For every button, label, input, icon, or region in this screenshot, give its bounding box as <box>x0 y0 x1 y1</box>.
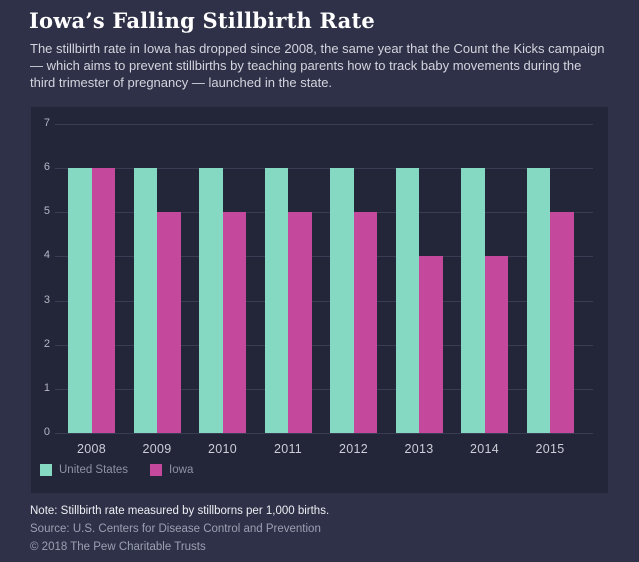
legend-label-united-states: United States <box>59 464 129 476</box>
x-tick-label-2011: 2011 <box>273 442 303 456</box>
legend-label-iowa: Iowa <box>169 464 194 476</box>
gridline-0 <box>55 433 593 434</box>
bar-iowa-2012 <box>353 212 377 433</box>
bar-united-states-2010 <box>199 168 223 433</box>
y-tick-label-5: 5 <box>43 205 50 218</box>
legend-swatch-united-states <box>40 464 52 476</box>
gridline-5 <box>55 212 593 214</box>
bar-united-states-2011 <box>264 168 288 433</box>
x-tick-label-2010: 2010 <box>207 442 237 456</box>
y-tick-label-7: 7 <box>43 117 50 130</box>
x-tick-label-2014: 2014 <box>469 442 499 456</box>
bar-iowa-2014 <box>484 256 508 433</box>
gridline-2 <box>55 344 593 346</box>
bar-united-states-2012 <box>330 168 354 433</box>
x-tick-label-2013: 2013 <box>404 442 434 456</box>
y-tick-label-0: 0 <box>43 426 50 438</box>
bar-united-states-2015 <box>526 168 550 433</box>
bar-iowa-2010 <box>222 212 246 433</box>
gridline-1 <box>55 388 593 390</box>
bar-united-states-2009 <box>133 168 157 433</box>
gridline-7 <box>55 124 593 126</box>
bar-iowa-2009 <box>157 212 181 433</box>
x-tick-label-2012: 2012 <box>338 442 368 456</box>
footer-note: Note: Stillbirth rate measured by stillb… <box>30 505 330 517</box>
footer-source: Source: U.S. Centers for Disease Control… <box>30 523 321 535</box>
y-tick-label-2: 2 <box>43 337 50 350</box>
legend-item-united-states: United States <box>40 464 128 476</box>
bar-iowa-2013 <box>419 256 443 433</box>
page-subtitle: The stillbirth rate in Iowa has dropped … <box>30 41 605 90</box>
gridline-6 <box>55 168 593 170</box>
bar-iowa-2015 <box>550 212 574 433</box>
gridline-3 <box>55 300 593 302</box>
x-tick-label-2009: 2009 <box>142 442 172 456</box>
x-tick-label-2008: 2008 <box>76 442 106 456</box>
y-tick-label-1: 1 <box>43 381 50 394</box>
bar-united-states-2014 <box>461 168 485 433</box>
legend-item-iowa: Iowa <box>150 464 193 476</box>
bar-united-states-2008 <box>68 168 92 433</box>
legend-swatch-iowa <box>150 464 163 476</box>
bar-iowa-2008 <box>91 168 115 433</box>
bar-iowa-2011 <box>288 212 312 433</box>
chart-panel: 0 1 2 3 4 5 6 7 2008 2009 2010 2011 2012 2013 2014 201… <box>31 107 608 493</box>
y-tick-label-6: 6 <box>43 161 50 174</box>
footer-copyright: © 2018 The Pew Charitable Trusts <box>30 541 206 553</box>
y-tick-label-4: 4 <box>43 249 50 262</box>
page-title: Iowa’s Falling Stillbirth Rate <box>29 8 375 33</box>
gridline-4 <box>55 256 593 258</box>
y-tick-label-3: 3 <box>43 293 50 306</box>
bar-united-states-2013 <box>395 168 419 433</box>
x-tick-label-2015: 2015 <box>535 442 565 456</box>
legend: United States Iowa <box>40 464 215 476</box>
